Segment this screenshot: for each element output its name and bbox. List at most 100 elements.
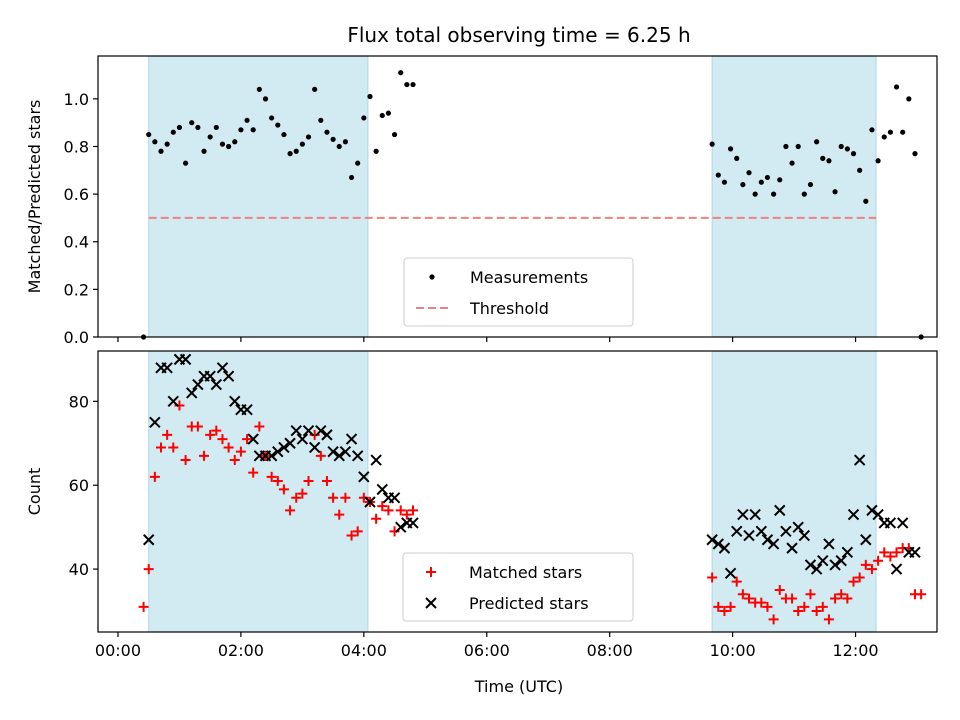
measurement-point: [312, 86, 318, 92]
legend-box: [403, 257, 634, 327]
measurement-point: [893, 84, 900, 90]
measurement-point: [869, 127, 875, 133]
predicted-point: [407, 517, 419, 529]
matched-point: [162, 429, 173, 440]
matched-point: [242, 434, 253, 445]
matched-point: [266, 471, 277, 482]
measurement-point: [844, 146, 850, 152]
bottom-panel: 00:00 02:00 04:00 06:00 08:00 10:00 12:00 40 60 8…: [25, 350, 938, 660]
matched-point: [235, 446, 246, 457]
predicted-point: [767, 538, 780, 550]
predicted-point: [712, 538, 724, 550]
measurement-point: [330, 136, 336, 142]
measurement-point: [201, 148, 207, 154]
matched-point: [377, 501, 388, 512]
measurement-point: [777, 177, 783, 183]
predicted-point: [847, 508, 860, 521]
measurement-point: [404, 81, 410, 88]
shaded-interval-1: [148, 350, 369, 633]
measurement-point: [900, 129, 906, 135]
measurement-point: [410, 81, 416, 88]
measurement-point: [287, 151, 293, 157]
predicted-point: [706, 534, 718, 546]
predicted-point: [290, 424, 302, 437]
matched-point: [891, 547, 902, 558]
predicted-point: [737, 508, 749, 521]
measurement-point: [863, 198, 869, 204]
predicted-point: [835, 554, 847, 567]
measurement-point: [226, 143, 232, 150]
measurement-point: [850, 151, 857, 157]
measurement-point: [398, 70, 404, 76]
predicted-point: [302, 424, 315, 437]
predicted-point: [167, 395, 180, 408]
predicted-point: [853, 454, 866, 466]
measurement-point: [299, 141, 305, 147]
measurement-point: [820, 155, 826, 161]
measurement-point: [740, 181, 746, 188]
measurement-point: [361, 115, 367, 121]
measurement-point: [164, 141, 170, 147]
shaded-interval-1: [148, 55, 369, 338]
matched-point: [866, 564, 877, 575]
measurement-point: [305, 134, 312, 140]
matched-point: [737, 589, 748, 600]
series-x: [143, 353, 921, 579]
legend-marker: [425, 597, 437, 609]
predicted-point: [755, 525, 768, 538]
matched-point: [793, 606, 804, 617]
measurement-point: [391, 131, 398, 138]
measurement-point: [182, 160, 189, 166]
measurement-point: [281, 131, 287, 138]
legend: Measurements Threshold: [403, 257, 634, 327]
predicted-point: [823, 538, 835, 550]
predicted-point: [210, 378, 223, 391]
predicted-point: [388, 492, 401, 504]
x-tick-label: 10:00: [710, 641, 756, 660]
predicted-point: [841, 546, 854, 559]
predicted-point: [817, 554, 829, 567]
predicted-point: [204, 370, 216, 382]
matched-point: [278, 484, 289, 495]
measurement-point: [758, 179, 764, 185]
predicted-point: [308, 441, 321, 454]
matched-point: [916, 589, 927, 600]
matched-point: [211, 425, 222, 436]
measurement-point: [269, 115, 275, 121]
matched-point: [860, 559, 871, 570]
predicted-point: [780, 525, 792, 538]
top-panel: 0.0 0.2 0.4 0.6 0.8 1.0 Matched/Predicted star…: [25, 55, 938, 347]
measurement-point: [838, 143, 844, 150]
measurement-point: [158, 148, 164, 154]
measurement-point: [746, 170, 752, 176]
matched-point: [830, 593, 841, 604]
matched-point: [321, 476, 332, 487]
measurement-point: [250, 127, 256, 133]
measurement-point: [887, 129, 893, 135]
x-axis-label: Time (UTC): [474, 677, 563, 696]
measurement-point: [709, 141, 715, 147]
measurement-point: [232, 139, 238, 145]
predicted-point: [241, 404, 253, 416]
matched-point: [787, 593, 798, 604]
predicted-point: [890, 563, 903, 575]
predicted-point: [339, 445, 352, 458]
matched-point: [762, 601, 773, 612]
measurement-point: [318, 117, 324, 123]
legend-label: Measurements: [470, 268, 588, 287]
legend-label: Threshold: [469, 299, 549, 318]
matched-point: [719, 606, 730, 617]
predicted-point: [315, 424, 327, 437]
predicted-point: [192, 378, 204, 391]
measurement-point: [238, 127, 244, 133]
matched-point: [799, 601, 810, 612]
y-tick-label: 0.6: [64, 185, 89, 204]
measurement-point: [256, 86, 262, 92]
predicted-point: [272, 445, 284, 458]
measurement-point: [348, 174, 355, 181]
matched-point: [823, 614, 834, 625]
x-tick-label: 06:00: [464, 641, 510, 660]
measurement-point: [213, 124, 219, 131]
matched-point: [217, 434, 228, 445]
measurement-point: [715, 172, 721, 178]
